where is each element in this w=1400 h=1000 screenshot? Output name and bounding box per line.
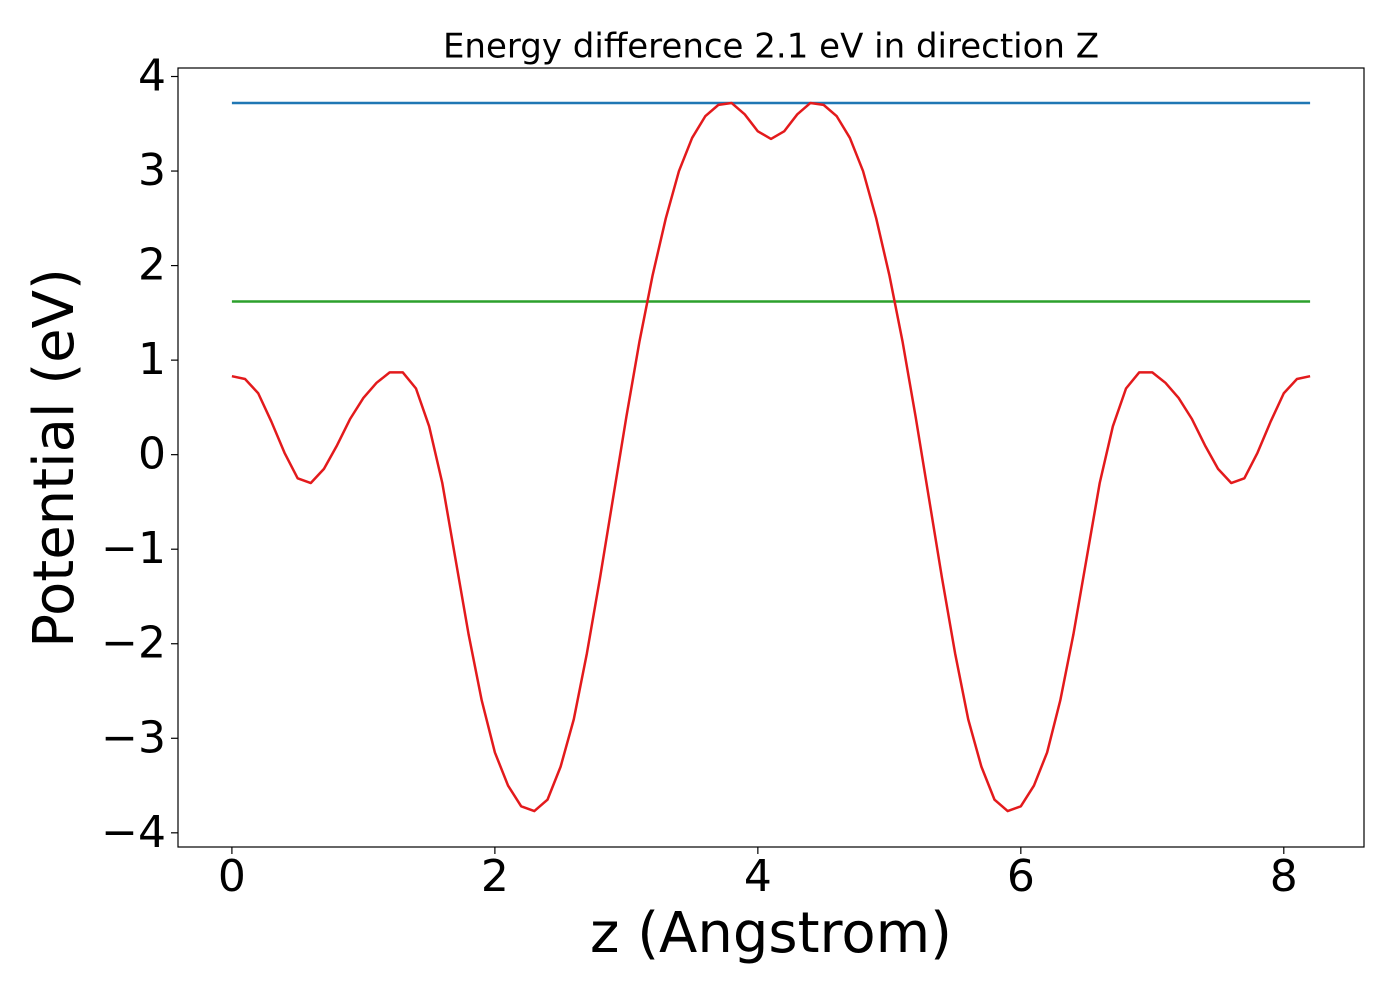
chart-title: Energy difference 2.1 eV in direction Z [443, 27, 1099, 67]
y-tick-label: 1 [138, 334, 166, 385]
x-tick-label: 0 [218, 851, 246, 902]
y-tick-label: 4 [138, 51, 166, 102]
line [231, 101, 1311, 813]
x-tick-label: 8 [1270, 851, 1298, 902]
y-tick-label: −4 [101, 807, 166, 858]
plot-frame [177, 67, 1365, 848]
y-tick-label: 3 [138, 145, 166, 196]
y-tick-label: −1 [101, 523, 166, 574]
y-tick-label: −2 [101, 618, 166, 669]
x-axis-label: z (Angstrom) [590, 901, 952, 966]
x-tick-label: 2 [481, 851, 509, 902]
x-tick-label: 4 [744, 851, 772, 902]
y-tick-label: −3 [101, 712, 166, 763]
y-tick-label: 0 [138, 429, 166, 480]
y-tick-label: 2 [138, 240, 166, 291]
x-tick-label: 6 [1007, 851, 1035, 902]
y-axis-label: Potential (eV) [22, 268, 87, 648]
